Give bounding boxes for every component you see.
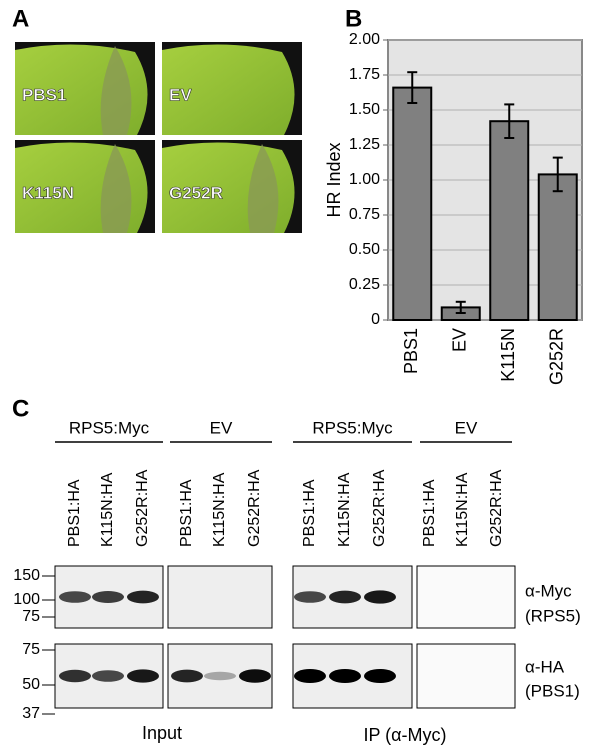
marker-label: 75 bbox=[22, 641, 40, 658]
x-tick-label: EV bbox=[450, 328, 470, 352]
marker-label: 150 bbox=[13, 567, 40, 584]
group-label: RPS5:Myc bbox=[312, 418, 393, 437]
leaf-label: PBS1 bbox=[22, 85, 66, 104]
y-tick-label: 2.00 bbox=[349, 31, 380, 48]
band bbox=[329, 669, 361, 683]
lesion bbox=[100, 144, 132, 233]
lane-label: G252R:HA bbox=[488, 469, 505, 547]
bar bbox=[392, 86, 433, 321]
marker-label: 50 bbox=[22, 676, 40, 693]
error-bar bbox=[407, 71, 418, 104]
panel-letter: C bbox=[12, 395, 29, 422]
section-label: IP (α-Myc) bbox=[363, 725, 446, 745]
blot bbox=[167, 565, 273, 629]
group-label: EV bbox=[455, 418, 478, 437]
error-bar bbox=[455, 300, 466, 314]
leaf-panel: PBS1 EV K115N G252R bbox=[15, 42, 302, 233]
y-tick-label: 0.25 bbox=[349, 276, 380, 293]
lane-label: K115N:HA bbox=[454, 472, 471, 547]
band bbox=[127, 669, 159, 683]
y-tick-label: 1.50 bbox=[349, 101, 380, 118]
lesion bbox=[100, 46, 132, 135]
group-label: EV bbox=[210, 418, 233, 437]
band bbox=[171, 669, 203, 683]
group-label: RPS5:Myc bbox=[69, 418, 150, 437]
lane-label: K115N:HA bbox=[99, 472, 116, 547]
y-tick-label: 1.00 bbox=[349, 171, 380, 188]
band bbox=[127, 590, 159, 604]
lane-label: PBS1:HA bbox=[421, 479, 438, 547]
band bbox=[294, 669, 326, 683]
lane-label: PBS1:HA bbox=[178, 479, 195, 547]
band bbox=[204, 671, 236, 681]
blot-panel: RPS5:Myc PBS1:HA K115N:HA G252R:HA EV PBS1:HA… bbox=[13, 418, 580, 744]
panel-letter: A bbox=[12, 5, 29, 32]
target-label: (RPS5) bbox=[525, 606, 581, 625]
marker-label: 100 bbox=[13, 591, 40, 608]
lesion bbox=[247, 144, 279, 233]
marker-label: 75 bbox=[22, 608, 40, 625]
leaf-label: K115N bbox=[22, 183, 74, 202]
target-label: (PBS1) bbox=[525, 681, 580, 700]
lane-label: G252R:HA bbox=[246, 469, 263, 547]
lane-label: PBS1:HA bbox=[66, 479, 83, 547]
leaf-label: EV bbox=[169, 85, 192, 104]
section-label: Input bbox=[142, 723, 182, 743]
error-bar bbox=[552, 156, 563, 193]
band bbox=[364, 590, 396, 604]
band bbox=[59, 591, 91, 603]
bar-chart: 0 0.25 0.50 0.75 1.00 1.25 1.50 1.75 2.00 HR Inde… bbox=[324, 31, 583, 385]
y-tick-label: 1.75 bbox=[349, 66, 380, 83]
leaf bbox=[162, 44, 295, 135]
leaf-label: G252R bbox=[169, 183, 223, 202]
band bbox=[59, 669, 91, 683]
y-tick-label: 0.50 bbox=[349, 241, 380, 258]
marker-label: 37 bbox=[22, 705, 40, 722]
y-tick-label: 0.75 bbox=[349, 206, 380, 223]
y-tick-label: 1.25 bbox=[349, 136, 380, 153]
x-tick-label: G252R bbox=[547, 328, 567, 385]
antibody-label: α-HA bbox=[525, 657, 565, 676]
lane-label: K115N:HA bbox=[336, 472, 353, 547]
lane-label: PBS1:HA bbox=[301, 479, 318, 547]
y-axis-label: HR Index bbox=[324, 142, 344, 217]
blot bbox=[416, 643, 516, 709]
band bbox=[294, 591, 326, 603]
x-tick-label: PBS1 bbox=[401, 328, 421, 374]
y-tick-label: 0 bbox=[371, 311, 380, 328]
panel-letter: B bbox=[345, 5, 362, 32]
x-tick-label: K115N bbox=[498, 328, 518, 382]
bar bbox=[537, 173, 578, 321]
band bbox=[92, 591, 124, 603]
lane-label: K115N:HA bbox=[211, 472, 228, 547]
lane-label: G252R:HA bbox=[134, 469, 151, 547]
antibody-label: α-Myc bbox=[525, 581, 572, 600]
lane-label: G252R:HA bbox=[371, 469, 388, 547]
band bbox=[92, 670, 124, 682]
band bbox=[364, 669, 396, 683]
blot bbox=[416, 565, 516, 629]
bar bbox=[489, 120, 530, 321]
band bbox=[239, 669, 271, 683]
error-bar bbox=[504, 103, 515, 139]
band bbox=[329, 590, 361, 604]
